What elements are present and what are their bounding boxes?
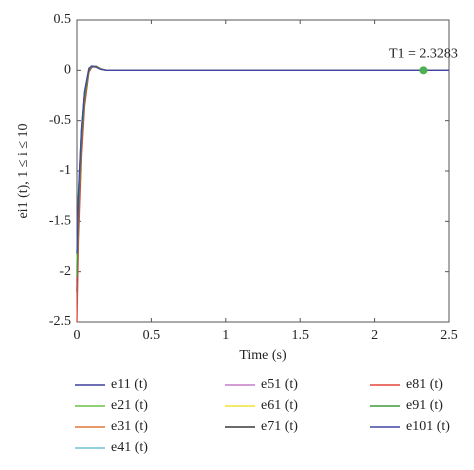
y-tick-label: -2 (59, 264, 71, 279)
legend-label: e61 (t) (261, 398, 298, 413)
annotation-text: T1 = 2.3283 (389, 47, 458, 62)
x-tick-label: 0.5 (143, 328, 161, 343)
series-line (76, 65, 449, 260)
legend-label: e91 (t) (406, 398, 443, 413)
annotation-point (419, 66, 428, 75)
legend-label: e41 (t) (111, 440, 148, 455)
y-axis-label: ei1 (t), 1 ≤ i ≤ 10 (16, 123, 31, 218)
series-line (76, 65, 449, 262)
x-tick-label: 2.5 (440, 328, 458, 343)
legend-label: e31 (t) (111, 419, 148, 434)
series-line (76, 65, 449, 282)
legend-label: e101 (t) (406, 419, 450, 434)
y-tick-label: 0 (64, 63, 71, 78)
series-line (76, 65, 449, 292)
legend-label: e51 (t) (261, 377, 298, 392)
x-tick-label: 0 (74, 328, 81, 343)
x-tick-label: 1.5 (291, 328, 309, 343)
series-line (76, 65, 449, 323)
y-tick-label: -1.5 (49, 214, 71, 229)
x-tick-label: 2 (371, 328, 378, 343)
y-tick-label: 0.5 (54, 12, 72, 27)
series-line (76, 66, 449, 267)
series-line (76, 65, 449, 254)
legend-label: e81 (t) (406, 377, 443, 392)
x-axis-label: Time (s) (239, 348, 287, 363)
y-tick-label: -1 (59, 163, 71, 178)
y-tick-label: -0.5 (49, 113, 71, 128)
legend-label: e71 (t) (261, 419, 298, 434)
series-line (76, 65, 449, 257)
legend-label: e11 (t) (111, 377, 148, 392)
series-line (76, 65, 449, 277)
x-tick-label: 1 (222, 328, 229, 343)
y-tick-label: -2.5 (49, 314, 71, 329)
plot-frame (76, 19, 450, 323)
legend-label: e21 (t) (111, 398, 148, 413)
series-line (76, 65, 449, 272)
